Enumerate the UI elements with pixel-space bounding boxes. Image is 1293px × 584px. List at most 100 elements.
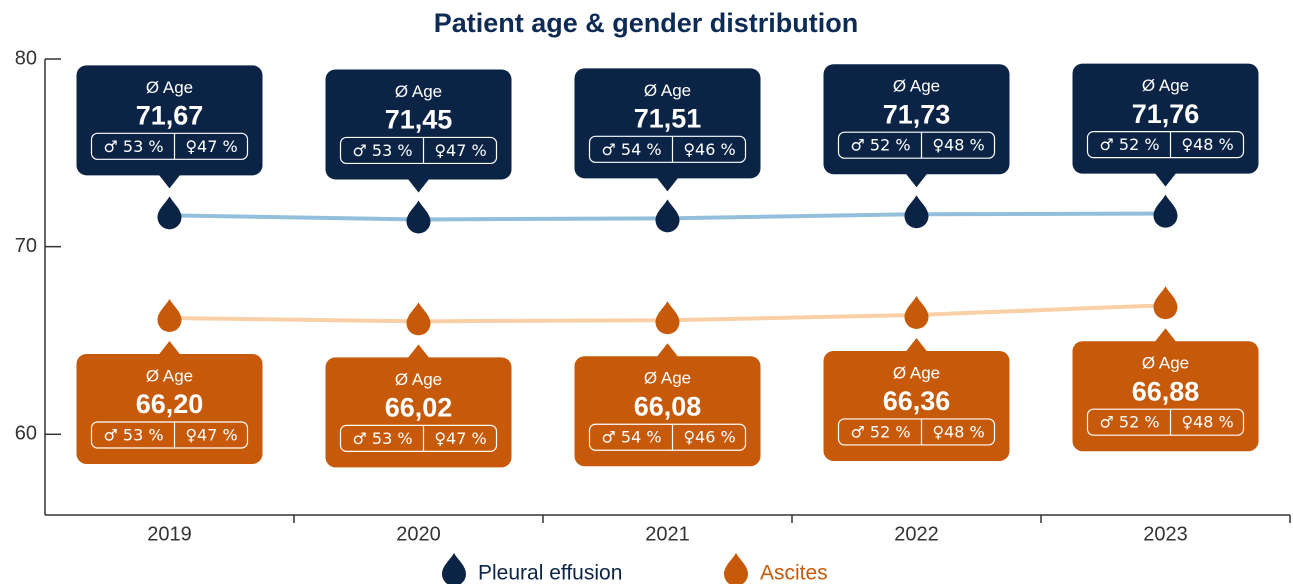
tooltip-pointer <box>407 344 430 359</box>
gender-pill <box>90 132 249 160</box>
female-share: ♀46 % <box>683 140 735 159</box>
tooltip-pointer <box>1154 328 1177 343</box>
y-tick-label: 80 <box>15 47 37 69</box>
tooltip-value: 66,88 <box>1132 376 1200 406</box>
tooltip: Ø Age 66,08 ♂ 54 % ♀46 % <box>574 343 761 467</box>
tooltip: Ø Age 71,45 ♂ 53 % ♀47 % <box>325 69 512 193</box>
female-share: ♀47 % <box>434 429 486 448</box>
tooltip-pointer <box>656 177 679 192</box>
tooltip-label: Ø Age <box>644 81 691 100</box>
female-share: ♀48 % <box>932 422 984 441</box>
female-share: ♀47 % <box>434 141 486 160</box>
legend-label: Ascites <box>760 562 828 584</box>
x-tick-label: 2023 <box>1143 523 1188 545</box>
female-share: ♀48 % <box>1181 413 1233 432</box>
tooltip: Ø Age 71,76 ♂ 52 % ♀48 % <box>1072 63 1259 187</box>
gender-pill <box>339 136 498 165</box>
legend-swatch <box>442 553 466 584</box>
data-point <box>655 301 680 335</box>
tooltip-value: 66,02 <box>385 392 453 422</box>
tooltip-box <box>1072 63 1259 174</box>
tooltip-value: 71,51 <box>634 103 702 133</box>
tooltip-value: 71,67 <box>136 100 204 130</box>
legend-swatch <box>724 553 748 584</box>
female-share: ♀48 % <box>932 136 984 155</box>
male-share: ♂ 53 % <box>103 137 163 156</box>
data-point <box>904 295 929 329</box>
tooltip-pointer <box>158 174 181 189</box>
tooltip-label: Ø Age <box>893 77 940 96</box>
tooltip-box <box>1072 341 1259 452</box>
data-point <box>406 200 431 234</box>
y-tick-label: 60 <box>15 423 37 445</box>
male-share: ♂ 52 % <box>1099 135 1159 154</box>
female-share: ♀47 % <box>185 425 237 444</box>
tooltip-pointer <box>1154 172 1177 187</box>
gender-pill <box>837 418 996 446</box>
tooltip: Ø Age 66,20 ♂ 53 % ♀47 % <box>76 340 263 464</box>
tooltip: Ø Age 66,02 ♂ 53 % ♀47 % <box>325 344 512 468</box>
tooltip-pointer <box>905 337 928 352</box>
tooltip-box <box>76 65 263 176</box>
chart-title: Patient age & gender distribution <box>434 8 859 38</box>
tooltip-pointer <box>407 178 430 193</box>
tooltip-box <box>325 357 512 468</box>
tooltip: Ø Age 71,73 ♂ 52 % ♀48 % <box>823 64 1010 188</box>
male-share: ♂ 52 % <box>1099 413 1159 432</box>
x-tick-label: 2021 <box>645 523 690 545</box>
tooltip-box <box>574 356 761 467</box>
x-tick-label: 2022 <box>894 523 939 545</box>
tooltip-label: Ø Age <box>1142 354 1189 373</box>
male-share: ♂ 52 % <box>850 422 910 441</box>
data-point <box>655 199 680 233</box>
tooltip: Ø Age 71,67 ♂ 53 % ♀47 % <box>76 65 263 189</box>
data-point <box>406 302 431 336</box>
y-tick-label: 70 <box>15 235 37 257</box>
gender-pill <box>1086 408 1245 436</box>
data-point <box>1153 194 1178 228</box>
tooltip-box <box>823 350 1010 461</box>
tooltip-value: 66,08 <box>634 391 702 421</box>
tooltip-value: 66,20 <box>136 389 204 419</box>
tooltip-value: 71,73 <box>883 99 951 129</box>
male-share: ♂ 54 % <box>601 140 661 159</box>
gender-pill <box>837 131 996 159</box>
tooltip-label: Ø Age <box>644 369 691 388</box>
tooltip: Ø Age 71,51 ♂ 54 % ♀46 % <box>574 68 761 192</box>
tooltip-label: Ø Age <box>1142 76 1189 95</box>
male-share: ♂ 52 % <box>850 136 910 155</box>
gender-pill <box>339 424 498 452</box>
gender-pill <box>588 423 747 451</box>
tooltip-box <box>574 68 761 179</box>
tooltip-value: 71,45 <box>385 105 453 135</box>
tooltip-pointer <box>158 340 181 355</box>
female-share: ♀47 % <box>185 137 237 156</box>
tooltip-pointer <box>905 173 928 188</box>
male-share: ♂ 53 % <box>103 425 163 444</box>
female-share: ♀48 % <box>1181 135 1233 154</box>
tooltip-label: Ø Age <box>395 370 442 389</box>
tooltip-value: 66,36 <box>883 386 951 416</box>
tooltip: Ø Age 66,36 ♂ 52 % ♀48 % <box>823 337 1010 461</box>
female-share: ♀46 % <box>683 428 735 447</box>
male-share: ♂ 54 % <box>601 428 661 447</box>
male-share: ♂ 53 % <box>352 141 412 160</box>
data-point <box>157 196 182 230</box>
tooltip-label: Ø Age <box>395 82 442 101</box>
gender-pill <box>588 135 747 163</box>
data-point <box>1153 286 1178 320</box>
data-point <box>157 298 182 332</box>
tooltip-value: 71,76 <box>1132 99 1200 129</box>
tooltip-label: Ø Age <box>893 363 940 382</box>
data-point <box>904 195 929 229</box>
tooltip: Ø Age 66,88 ♂ 52 % ♀48 % <box>1072 328 1259 452</box>
male-share: ♂ 53 % <box>352 429 412 448</box>
legend-label: Pleural effusion <box>478 562 622 584</box>
tooltip-label: Ø Age <box>146 366 193 385</box>
x-tick-label: 2020 <box>396 523 441 545</box>
gender-pill <box>1086 131 1245 159</box>
tooltip-pointer <box>656 343 679 358</box>
tooltip-label: Ø Age <box>146 78 193 97</box>
tooltip-box <box>823 64 1010 175</box>
